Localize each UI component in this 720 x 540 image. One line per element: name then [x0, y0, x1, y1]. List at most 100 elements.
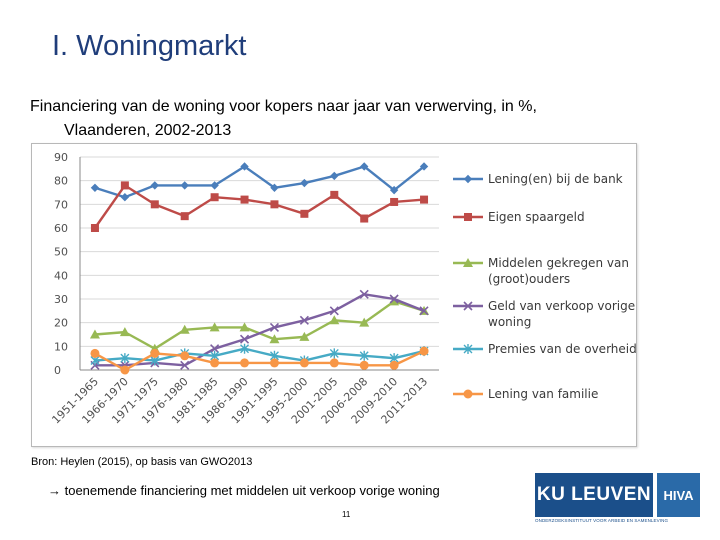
data-point: [90, 183, 100, 192]
legend-marker: [463, 389, 473, 399]
data-point: [240, 195, 249, 204]
data-point: [360, 214, 369, 223]
legend-label: Lening(en) bij de bank: [488, 172, 623, 186]
subtitle-line-2: Vlaanderen, 2002-2013: [64, 122, 232, 139]
series-line-3: [94, 293, 425, 367]
legend-label: Geld van verkoop vorige: [488, 299, 635, 313]
data-point: [329, 306, 339, 316]
data-point: [330, 190, 339, 199]
conclusion-note: → toenemende financiering met middelen u…: [48, 483, 440, 498]
y-tick-label: 0: [54, 364, 61, 377]
legend-label: Middelen gekregen van: [488, 256, 629, 270]
ku-leuven-hiva-logo: KU LEUVEN HIVA ONDERZOEKSINSTITUUT VOOR …: [535, 473, 700, 523]
y-tick-label: 20: [54, 317, 68, 330]
data-point: [180, 360, 190, 370]
data-point: [359, 350, 369, 361]
data-point: [299, 358, 309, 368]
source-note: Bron: Heylen (2015), op basis van GWO201…: [31, 456, 253, 468]
data-point: [120, 181, 129, 190]
legend-marker: [463, 174, 473, 184]
legend-label: woning: [488, 315, 531, 329]
data-point: [300, 209, 309, 218]
legend-marker: [464, 213, 472, 221]
y-tick-label: 50: [54, 246, 68, 259]
y-tick-label: 90: [54, 151, 68, 164]
data-point: [359, 289, 369, 299]
data-point: [359, 360, 369, 370]
legend-marker: [463, 301, 473, 311]
data-point: [120, 365, 130, 375]
data-point: [330, 171, 339, 181]
data-point: [180, 181, 189, 190]
series-line-2: [94, 300, 425, 350]
y-tick-label: 10: [54, 340, 68, 353]
data-point: [180, 212, 189, 221]
data-point: [150, 181, 159, 190]
data-point: [269, 358, 279, 368]
data-point: [120, 193, 130, 202]
subtitle-line-1: Financiering van de woning voor kopers n…: [30, 98, 537, 115]
data-point: [210, 181, 219, 190]
logo-tagline: ONDERZOEKSINSTITUUT VOOR ARBEID EN SAMEN…: [535, 518, 669, 523]
y-tick-label: 70: [54, 198, 68, 211]
chart-frame: 0 10 20 30 40 50 60 70 80 90 1951-1965 1966-1970 197…: [31, 143, 637, 447]
data-point: [270, 200, 279, 209]
legend-marker: [463, 258, 473, 267]
data-point: [240, 162, 249, 171]
series-line-4: [94, 347, 425, 362]
data-point: [420, 195, 429, 204]
data-point: [210, 344, 220, 354]
y-tick-label: 40: [54, 269, 68, 282]
y-tick-label: 80: [54, 175, 68, 188]
data-point: [419, 346, 429, 356]
data-point: [269, 322, 280, 332]
page-title: I. Woningmarkt: [52, 30, 247, 62]
legend-label: Lening van familie: [488, 387, 598, 401]
data-point: [119, 327, 130, 337]
data-point: [390, 197, 399, 206]
data-point: [210, 358, 220, 368]
data-point: [300, 178, 309, 188]
data-point: [150, 348, 160, 358]
data-point: [150, 200, 159, 209]
data-point: [89, 329, 100, 339]
data-point: [239, 322, 250, 332]
data-point: [329, 315, 340, 325]
data-point: [240, 358, 250, 368]
series-line-5: [94, 349, 425, 372]
data-point: [329, 348, 339, 359]
data-point: [329, 358, 339, 368]
ku-leuven-logo: KU LEUVEN: [535, 473, 653, 517]
data-point: [90, 224, 99, 232]
data-point: [90, 348, 100, 358]
data-point: [389, 294, 399, 304]
chart-subtitle: Financiering van de woning voor kopers n…: [30, 95, 670, 143]
y-tick-label: 30: [54, 293, 68, 306]
page-number: 11: [342, 510, 351, 519]
data-point: [299, 331, 310, 341]
legend-label: Eigen spaargeld: [488, 210, 585, 224]
data-point: [359, 317, 370, 327]
series-line-0: [94, 165, 425, 199]
data-point: [240, 343, 250, 354]
series-line-1: [93, 184, 425, 229]
data-point: [209, 322, 220, 332]
y-tick-label: 60: [54, 222, 68, 235]
data-point: [389, 360, 399, 370]
hiva-logo: HIVA: [657, 473, 700, 517]
legend-label: (groot)ouders: [488, 272, 570, 286]
data-point: [269, 334, 280, 344]
data-point: [389, 296, 400, 306]
data-point: [179, 324, 190, 334]
legend-marker: [463, 344, 473, 354]
legend-label: Premies van de overheid: [488, 342, 636, 356]
line-chart: 01020304050607080901951-19651966-1970197…: [49, 151, 636, 427]
data-point: [419, 162, 429, 171]
data-point: [419, 306, 429, 316]
data-point: [270, 183, 279, 192]
data-point: [210, 193, 219, 202]
data-point: [239, 334, 250, 344]
data-point: [360, 162, 369, 171]
data-point: [120, 353, 130, 364]
data-point: [180, 351, 190, 361]
